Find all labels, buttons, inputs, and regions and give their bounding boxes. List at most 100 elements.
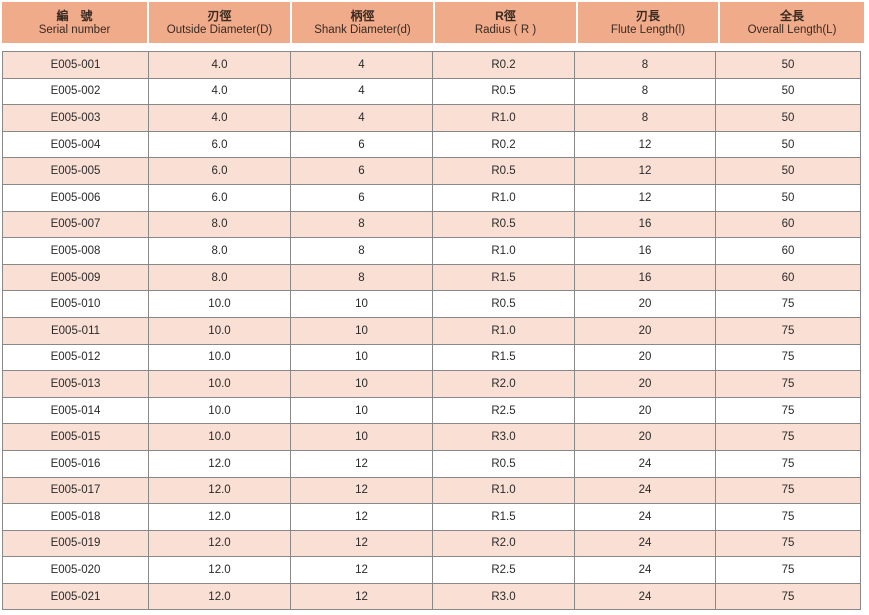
table-cell: 4 — [290, 77, 433, 106]
table-row: E005-020 12.0 12 R2.5 24 75 — [2, 556, 861, 584]
table-cell: 4.0 — [148, 51, 291, 79]
table-cell: 20 — [574, 290, 716, 318]
table-cell: 60 — [715, 210, 861, 239]
table-row: E005-012 10.0 10 R1.5 20 75 — [2, 343, 861, 372]
table-cell: 12 — [290, 503, 433, 531]
table-cell: 24 — [574, 503, 716, 531]
header-zh: R徑 — [495, 8, 516, 23]
table-cell: 8.0 — [148, 210, 291, 239]
table-cell: 6.0 — [148, 130, 291, 159]
table-cell: 12 — [290, 529, 433, 558]
table-row: E005-011 10.0 10 R1.0 20 75 — [2, 316, 861, 345]
header-zh: 編 號 — [56, 8, 93, 23]
table-cell: 20 — [574, 316, 716, 345]
table-cell: 75 — [715, 290, 861, 318]
table-cell: R1.5 — [432, 503, 575, 531]
table-cell: 60 — [715, 263, 861, 292]
table-cell: E005-015 — [2, 423, 149, 451]
table-cell: 8.0 — [148, 263, 291, 292]
column-header: R徑 Radius ( R ) — [435, 2, 576, 43]
table-cell: 20 — [574, 423, 716, 451]
table-cell: 75 — [715, 476, 861, 505]
table-cell: 8.0 — [148, 237, 291, 265]
table-cell: 16 — [574, 237, 716, 265]
table-cell: E005-012 — [2, 343, 149, 372]
table-cell: E005-011 — [2, 316, 149, 345]
table-cell: 75 — [715, 503, 861, 531]
table-cell: E005-008 — [2, 237, 149, 265]
table-cell: 60 — [715, 237, 861, 265]
header-en: Serial number — [38, 23, 111, 36]
table-cell: 4.0 — [148, 77, 291, 106]
header-en: Shank Diameter(d) — [314, 23, 411, 36]
header-zh: 全長 — [779, 8, 804, 23]
column-header: 刃徑 Outside Diameter(D) — [149, 2, 290, 43]
table-cell: R1.0 — [432, 237, 575, 265]
table-cell: 12 — [290, 582, 433, 611]
table-cell: 6.0 — [148, 183, 291, 212]
table-cell: 12 — [290, 556, 433, 584]
table-cell: 6.0 — [148, 157, 291, 185]
table-cell: E005-006 — [2, 183, 149, 212]
table-cell: 10.0 — [148, 370, 291, 398]
table-cell: E005-007 — [2, 210, 149, 239]
table-cell: R3.0 — [432, 582, 575, 611]
table-cell: R2.5 — [432, 396, 575, 425]
table-cell: E005-020 — [2, 556, 149, 584]
table-cell: 50 — [715, 104, 861, 132]
table-cell: 10 — [290, 316, 433, 345]
table-cell: E005-017 — [2, 476, 149, 505]
table-cell: 10.0 — [148, 396, 291, 425]
table-cell: 8 — [290, 237, 433, 265]
header-zh: 刃徑 — [207, 8, 232, 23]
table-row: E005-004 6.0 6 R0.2 12 50 — [2, 130, 861, 159]
table-cell: 50 — [715, 183, 861, 212]
header-en: Overall Length(L) — [747, 23, 837, 36]
column-header: 全長 Overall Length(L) — [720, 2, 864, 43]
table-cell: 4 — [290, 104, 433, 132]
table-cell: R1.5 — [432, 263, 575, 292]
header-en: Flute Length(l) — [610, 23, 686, 36]
table-cell: 10 — [290, 343, 433, 372]
table-cell: R1.0 — [432, 183, 575, 212]
table-cell: 24 — [574, 529, 716, 558]
table-cell: 12 — [574, 157, 716, 185]
table-row: E005-021 12.0 12 R3.0 24 75 — [2, 582, 861, 611]
table-cell: 12.0 — [148, 582, 291, 611]
table-row: E005-008 8.0 8 R1.0 16 60 — [2, 237, 861, 265]
table-cell: E005-021 — [2, 582, 149, 611]
table-cell: 75 — [715, 316, 861, 345]
table-cell: 24 — [574, 556, 716, 584]
table-cell: 10.0 — [148, 316, 291, 345]
table-cell: 75 — [715, 582, 861, 611]
table-cell: 24 — [574, 449, 716, 478]
table-cell: R0.5 — [432, 77, 575, 106]
table-cell: E005-001 — [2, 51, 149, 79]
table-cell: 10.0 — [148, 423, 291, 451]
table-cell: 50 — [715, 157, 861, 185]
table-cell: 10 — [290, 423, 433, 451]
table-cell: 12 — [290, 449, 433, 478]
table-cell: R0.5 — [432, 157, 575, 185]
table-cell: 75 — [715, 396, 861, 425]
table-cell: 8 — [290, 210, 433, 239]
table-cell: 75 — [715, 370, 861, 398]
table-cell: 12 — [290, 476, 433, 505]
table-cell: R1.0 — [432, 104, 575, 132]
table-cell: E005-009 — [2, 263, 149, 292]
table-row: E005-005 6.0 6 R0.5 12 50 — [2, 157, 861, 185]
table-cell: E005-005 — [2, 157, 149, 185]
table-cell: 12 — [574, 183, 716, 212]
table-row: E005-003 4.0 4 R1.0 8 50 — [2, 104, 861, 132]
table-cell: E005-014 — [2, 396, 149, 425]
table-cell: 6 — [290, 157, 433, 185]
header-en: Outside Diameter(D) — [166, 23, 273, 36]
table-cell: 12.0 — [148, 529, 291, 558]
table-cell: 4.0 — [148, 104, 291, 132]
table-cell: R0.5 — [432, 290, 575, 318]
table-cell: R0.2 — [432, 51, 575, 79]
table-row: E005-015 10.0 10 R3.0 20 75 — [2, 423, 861, 451]
table-cell: 10 — [290, 370, 433, 398]
table-cell: R0.5 — [432, 210, 575, 239]
table-cell: R0.5 — [432, 449, 575, 478]
